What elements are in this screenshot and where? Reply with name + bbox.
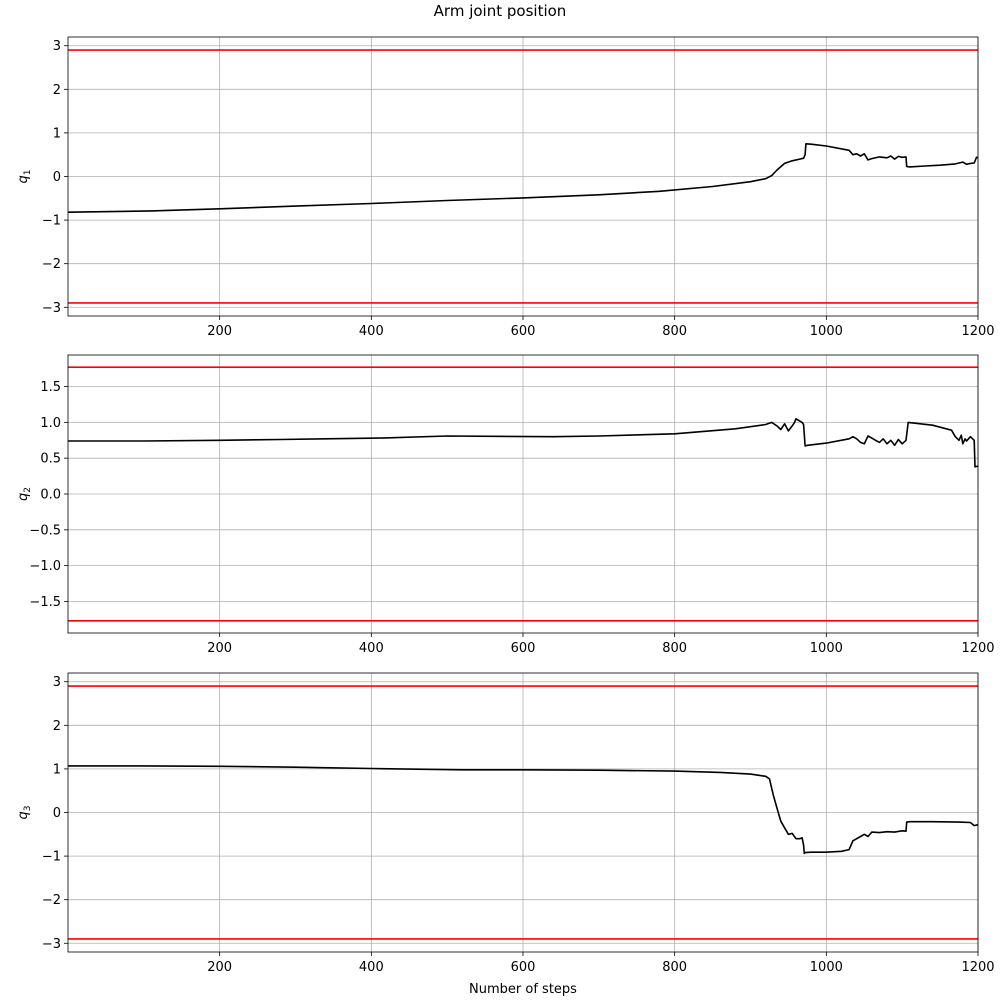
y-tick-label: 1.0 (40, 416, 61, 431)
y-axis-label: q1 (16, 170, 33, 184)
subplot-2: 200 400 600 800 1000 1200 −1.5 −1.0 −0.5 0.0 0.5 1.… (16, 354, 995, 656)
axes-frame (67, 354, 979, 634)
x-tick-label: 600 (511, 960, 536, 975)
axes-frame (67, 36, 979, 317)
y-tick-label: 3 (53, 39, 61, 54)
x-tick-label: 1000 (810, 324, 843, 339)
x-tick-label: 800 (662, 324, 687, 339)
y-tick-label: 2 (53, 719, 61, 734)
y-axis-label: q3 (16, 806, 33, 820)
y-tick-label: −0.5 (29, 523, 61, 538)
x-tick-label: 1200 (961, 960, 994, 975)
y-axis-label: q2 (16, 487, 33, 501)
x-tick-label: 600 (511, 324, 536, 339)
x-tick-label: 400 (359, 641, 384, 656)
y-tick-label: 0 (53, 170, 61, 185)
y-tick-label: −3 (42, 937, 61, 952)
y-tick-label: 2 (53, 83, 61, 98)
x-tick-label: 400 (359, 960, 384, 975)
y-tick-label: 1 (53, 126, 61, 141)
y-tick-label: −2 (42, 257, 61, 272)
x-tick-label: 200 (207, 641, 232, 656)
axes-frame (67, 672, 979, 953)
y-tick-label: −2 (42, 893, 61, 908)
subplot-3: 200 400 600 800 1000 1200 −3 −2 −1 0 1 2 3 q3 Number o… (16, 672, 995, 997)
y-tick-label: 0.0 (40, 488, 61, 503)
y-tick-label: 1 (53, 762, 61, 777)
y-tick-label: −1.0 (29, 559, 61, 574)
joint-position-line (68, 765, 979, 855)
y-tick-label: 0.5 (40, 452, 61, 467)
x-tick-label: 1200 (961, 641, 994, 656)
y-tick-label: 3 (53, 675, 61, 690)
x-axis-label: Number of steps (469, 982, 577, 997)
y-tick-label: −3 (42, 301, 61, 316)
joint-position-line (67, 143, 979, 213)
x-tick-label: 1200 (961, 324, 994, 339)
x-tick-label: 200 (207, 960, 232, 975)
x-tick-label: 600 (511, 641, 536, 656)
y-tick-label: 0 (53, 806, 61, 821)
subplot-1: 200 400 600 800 1000 1200 −3 −2 −1 0 1 2 3 q1 (16, 36, 995, 339)
x-tick-label: 200 (207, 324, 232, 339)
y-tick-label: −1 (42, 214, 61, 229)
y-tick-label: 1.5 (40, 380, 61, 395)
x-tick-label: 800 (662, 641, 687, 656)
x-tick-label: 400 (359, 324, 384, 339)
figure-title: Arm joint position (434, 2, 567, 20)
y-tick-label: −1 (42, 850, 61, 865)
y-tick-label: −1.5 (29, 595, 61, 610)
x-tick-label: 800 (662, 960, 687, 975)
joint-position-line (68, 417, 979, 468)
x-tick-label: 1000 (810, 641, 843, 656)
x-tick-label: 1000 (810, 960, 843, 975)
